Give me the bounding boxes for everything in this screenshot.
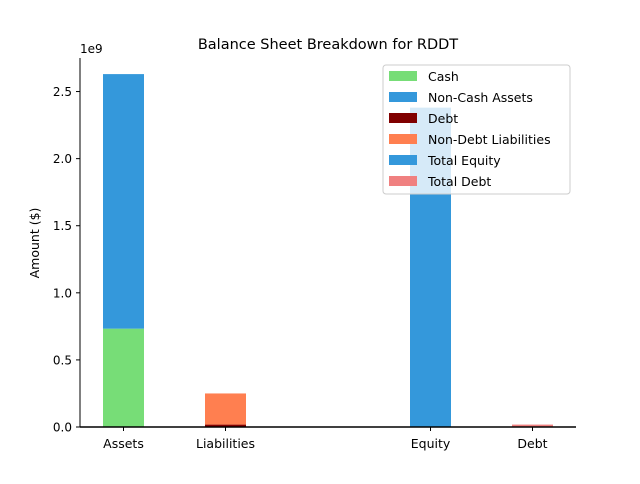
chart-title: Balance Sheet Breakdown for RDDT — [198, 37, 458, 53]
x-tick-label: Debt — [517, 436, 547, 451]
legend: Cash Non-Cash Assets Debt Non-Debt Liabilit… — [382, 64, 571, 195]
bar-total-debt — [512, 424, 553, 427]
x-tick-label: Equity — [411, 436, 451, 451]
y-tick-label: 2.0 — [53, 152, 72, 166]
axes-layer: 0.0 0.5 1.0 1.5 2.0 2.5 Assets Liabilities Equit… — [53, 58, 576, 451]
legend-swatch — [389, 176, 417, 186]
y-axis-offset-label: 1e9 — [80, 42, 103, 56]
y-axis-label: Amount ($) — [27, 208, 42, 279]
bars-layer — [103, 74, 553, 427]
legend-swatch — [389, 134, 417, 144]
legend-label: Non-Debt Liabilities — [428, 132, 551, 147]
legend-swatch — [389, 113, 417, 123]
legend-swatch — [389, 155, 417, 165]
bar-cash — [103, 328, 144, 427]
legend-box — [382, 64, 571, 195]
legend-label: Total Equity — [427, 153, 501, 168]
x-tick-label: Liabilities — [196, 436, 255, 451]
bar-debt — [205, 424, 246, 427]
y-tick-label: 2.5 — [53, 85, 72, 99]
bar-non-cash-assets — [103, 74, 144, 329]
legend-label: Total Debt — [427, 174, 491, 189]
x-tick-label: Assets — [103, 436, 144, 451]
legend-label: Non-Cash Assets — [428, 90, 533, 105]
y-tick-label: 0.5 — [53, 353, 72, 367]
y-tick-label: 0.0 — [53, 421, 72, 435]
legend-label: Cash — [428, 69, 459, 84]
y-tick-label: 1.5 — [53, 219, 72, 233]
bar-non-debt-liabilities — [205, 393, 246, 425]
y-tick-label: 1.0 — [53, 286, 72, 300]
legend-swatch — [389, 92, 417, 102]
legend-label: Debt — [428, 111, 458, 126]
legend-swatch — [389, 71, 417, 81]
